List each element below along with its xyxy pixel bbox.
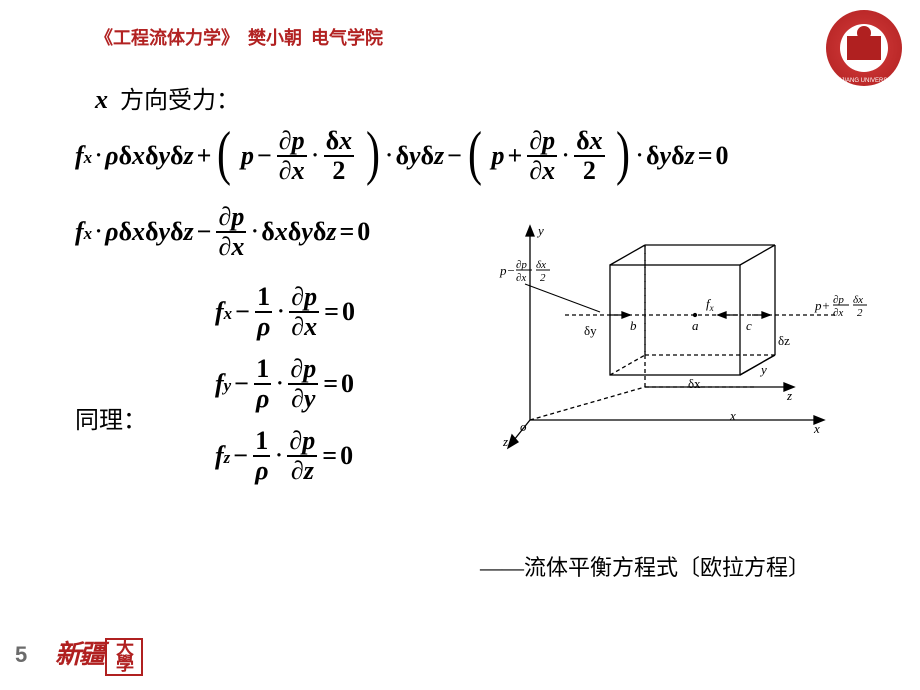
dx-label: δx: [688, 376, 701, 391]
point-c-label: c: [746, 318, 752, 333]
point-b-label: b: [630, 318, 637, 333]
dz-label: δz: [778, 333, 790, 348]
x-proj-label: x: [729, 408, 736, 423]
university-seal-icon: XINJIANG UNIVERSITY: [826, 10, 902, 86]
fluid-element-diagram: y x z z o x y δy δx δz b a c fx p− ∂p: [470, 220, 890, 450]
svg-text:∂p: ∂p: [833, 294, 844, 306]
axis-x-label: x: [813, 421, 820, 436]
page-number: 5: [15, 642, 27, 668]
author-name: 樊小朝: [248, 28, 302, 48]
origin-label: o: [520, 419, 527, 434]
section-heading: x 方向受力：: [95, 80, 900, 115]
svg-text:∂p: ∂p: [516, 259, 527, 271]
slide-content: x 方向受力： fx · ρδxδyδz + ( p − ∂p∂x · δx2 …: [75, 80, 900, 493]
slide-header: 《工程流体力学》 樊小朝 电气学院: [95, 24, 383, 50]
svg-text:∂x: ∂x: [516, 272, 526, 284]
equation-caption: ——流体平衡方程式〔欧拉方程〕: [480, 550, 810, 582]
axis-y-label: y: [536, 223, 544, 238]
svg-text:2: 2: [857, 307, 863, 319]
y-proj-label: y: [759, 362, 767, 377]
direction-variable: x: [95, 85, 108, 114]
direction-text: 方向受力：: [120, 88, 240, 114]
caption-text: 流体平衡方程式〔欧拉方程〕: [524, 555, 810, 580]
similarly-label: 同理：: [75, 400, 147, 435]
right-pressure-label: p+: [814, 298, 830, 313]
point-a-label: a: [692, 318, 699, 333]
fx-label: fx: [706, 296, 714, 313]
left-pressure-label: p−: [499, 263, 515, 278]
dy-label: δy: [584, 323, 597, 338]
course-title: 《工程流体力学》: [95, 28, 239, 48]
axis-z-label: z: [786, 388, 792, 403]
svg-text:2: 2: [540, 272, 546, 284]
svg-text:∂x: ∂x: [833, 307, 843, 319]
caption-dash: ——: [480, 555, 524, 580]
svg-text:δx: δx: [853, 294, 863, 306]
axis-z2-label: z: [502, 434, 508, 449]
equation-1: fx · ρδxδyδz + ( p − ∂p∂x · δx2 ) · δyδz…: [75, 127, 900, 185]
department: 电气学院: [311, 28, 383, 48]
svg-text:δx: δx: [536, 259, 546, 271]
footer-university-logo: 新疆大學: [55, 634, 143, 676]
